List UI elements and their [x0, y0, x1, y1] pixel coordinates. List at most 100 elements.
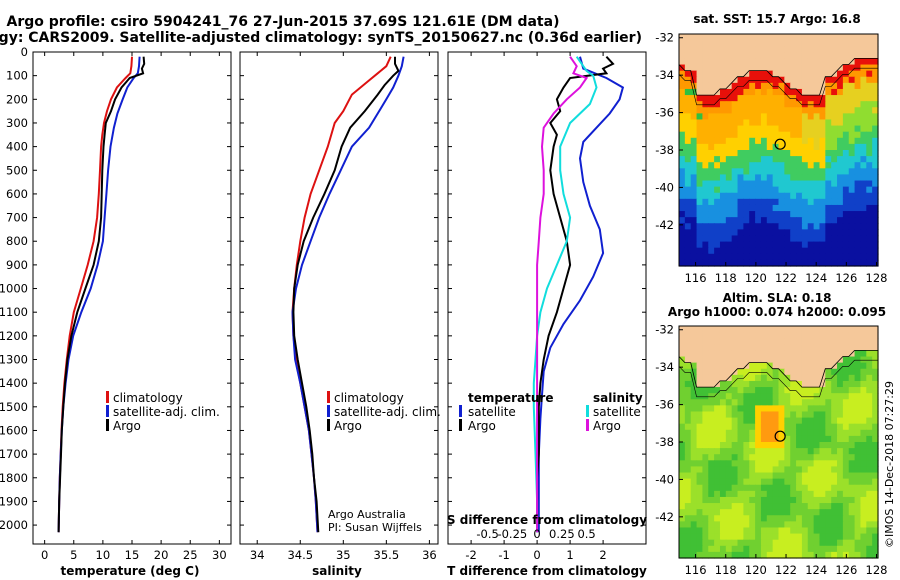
- sst-map-cell: [854, 223, 862, 230]
- sla-map-cell: [684, 387, 692, 394]
- sst-map-cell: [825, 229, 832, 237]
- sst-map-cell: [801, 156, 809, 163]
- sst-map-cell: [837, 156, 844, 163]
- sla-map-cell: [825, 460, 832, 468]
- sst-map-cell: [737, 150, 744, 157]
- sst-map-cell: [731, 211, 739, 218]
- sst-map-cell: [719, 241, 727, 249]
- sla-map-cell: [743, 496, 750, 504]
- sla-map-cell: [831, 539, 838, 547]
- sla-map-cell: [801, 368, 809, 376]
- sst-map-cell: [848, 58, 856, 66]
- sla-map-cell: [796, 435, 803, 443]
- sst-map-cell: [760, 186, 768, 194]
- sst-map-cell: [766, 235, 774, 243]
- sst-map-cell: [719, 70, 727, 78]
- sla-map-cell: [725, 442, 733, 449]
- sst-map-cell: [848, 70, 856, 78]
- legend-label-argo: Argo: [334, 419, 362, 433]
- sla-map-cell: [725, 472, 733, 480]
- sla-map-cell: [760, 423, 768, 431]
- sla-map-cell: [872, 521, 879, 529]
- sla-map-cell: [854, 521, 862, 529]
- sst-map-cell: [714, 95, 721, 102]
- sla-map-cell: [819, 454, 826, 461]
- sst-map-cell: [719, 107, 727, 114]
- sst-map-cell: [842, 131, 850, 139]
- sla-map-cell: [731, 374, 739, 382]
- sst-map-cell: [778, 241, 785, 249]
- sst-map-cell: [860, 150, 867, 157]
- sla-map-cell: [731, 515, 739, 522]
- sla-map-cell: [819, 472, 826, 480]
- map-y-tick-label: -40: [655, 472, 674, 486]
- sla-map-cell: [679, 490, 686, 498]
- sla-map-cell: [848, 442, 856, 449]
- sst-map-cell: [790, 198, 797, 206]
- sla-map-cell: [842, 466, 850, 474]
- sla-map-cell: [831, 478, 838, 486]
- sst-map-cell: [684, 180, 692, 188]
- sla-map-cell: [784, 533, 791, 541]
- sst-map-cell: [749, 211, 756, 218]
- sst-map-cell: [807, 82, 815, 90]
- sst-map-cell: [731, 192, 739, 200]
- sst-map-cell: [702, 82, 709, 90]
- sst-map-cell: [825, 64, 832, 72]
- sst-map-cell: [684, 34, 692, 41]
- sla-map-cell: [796, 411, 803, 419]
- sla-map-cell: [790, 326, 797, 333]
- isobath: [678, 67, 878, 106]
- sla-map-cell: [842, 545, 850, 553]
- sla-map-cell: [702, 356, 709, 364]
- sst-map-cell: [749, 174, 756, 182]
- sla-map-cell: [696, 442, 704, 449]
- sst-map-cell: [825, 156, 832, 163]
- sla-map-cell: [872, 442, 879, 449]
- sst-map-cell: [778, 217, 785, 224]
- sst-map-cell: [755, 82, 762, 90]
- sla-map-cell: [725, 332, 733, 339]
- sla-map-cell: [842, 405, 850, 413]
- sla-map-cell: [848, 533, 856, 541]
- sst-map-cell: [778, 235, 785, 243]
- sla-map-cell: [749, 405, 756, 413]
- sla-map-cell: [778, 380, 785, 388]
- sst-map-cell: [796, 46, 803, 53]
- sst-map-cell: [766, 131, 774, 139]
- sla-map-cell: [819, 551, 826, 559]
- sst-map-cell: [837, 137, 844, 145]
- sla-map-cell: [719, 466, 727, 474]
- sla-map-cell: [731, 435, 739, 443]
- sst-map-cell: [848, 150, 856, 157]
- sla-map-cell: [819, 417, 826, 425]
- sla-map-cell: [749, 521, 756, 529]
- sla-map-cell: [760, 478, 768, 486]
- sst-map-cell: [749, 150, 756, 157]
- sst-map-cell: [866, 52, 873, 60]
- sla-map-cell: [743, 454, 750, 461]
- sst-map-cell: [837, 217, 844, 224]
- sla-map-cell: [702, 429, 709, 437]
- sla-map-cell: [755, 472, 762, 480]
- sla-map-cell: [831, 417, 838, 425]
- sla-map-cell: [801, 332, 809, 339]
- sla-map-cell: [825, 527, 832, 535]
- sla-map-cell: [790, 423, 797, 431]
- sla-map-cell: [684, 454, 692, 461]
- sst-map-cell: [848, 217, 856, 224]
- sla-map-cell: [807, 326, 815, 333]
- sla-map-cell: [784, 429, 791, 437]
- sla-map-cell: [772, 496, 780, 504]
- sla-map-cell: [749, 423, 756, 431]
- sla-map-cell: [690, 448, 698, 455]
- top-x-tick-label: -0.25: [497, 527, 527, 541]
- salinity-x-ticks: 34 34.5 35 35.5 36: [250, 52, 437, 562]
- sla-map-cell: [708, 472, 715, 480]
- sla-map-cell: [796, 545, 803, 553]
- sla-map-cell: [760, 393, 768, 400]
- map-y-tick-label: -38: [655, 143, 674, 157]
- sla-map-cell: [766, 399, 774, 406]
- sla-map-cell: [696, 338, 704, 345]
- sst-map-cell: [801, 82, 809, 90]
